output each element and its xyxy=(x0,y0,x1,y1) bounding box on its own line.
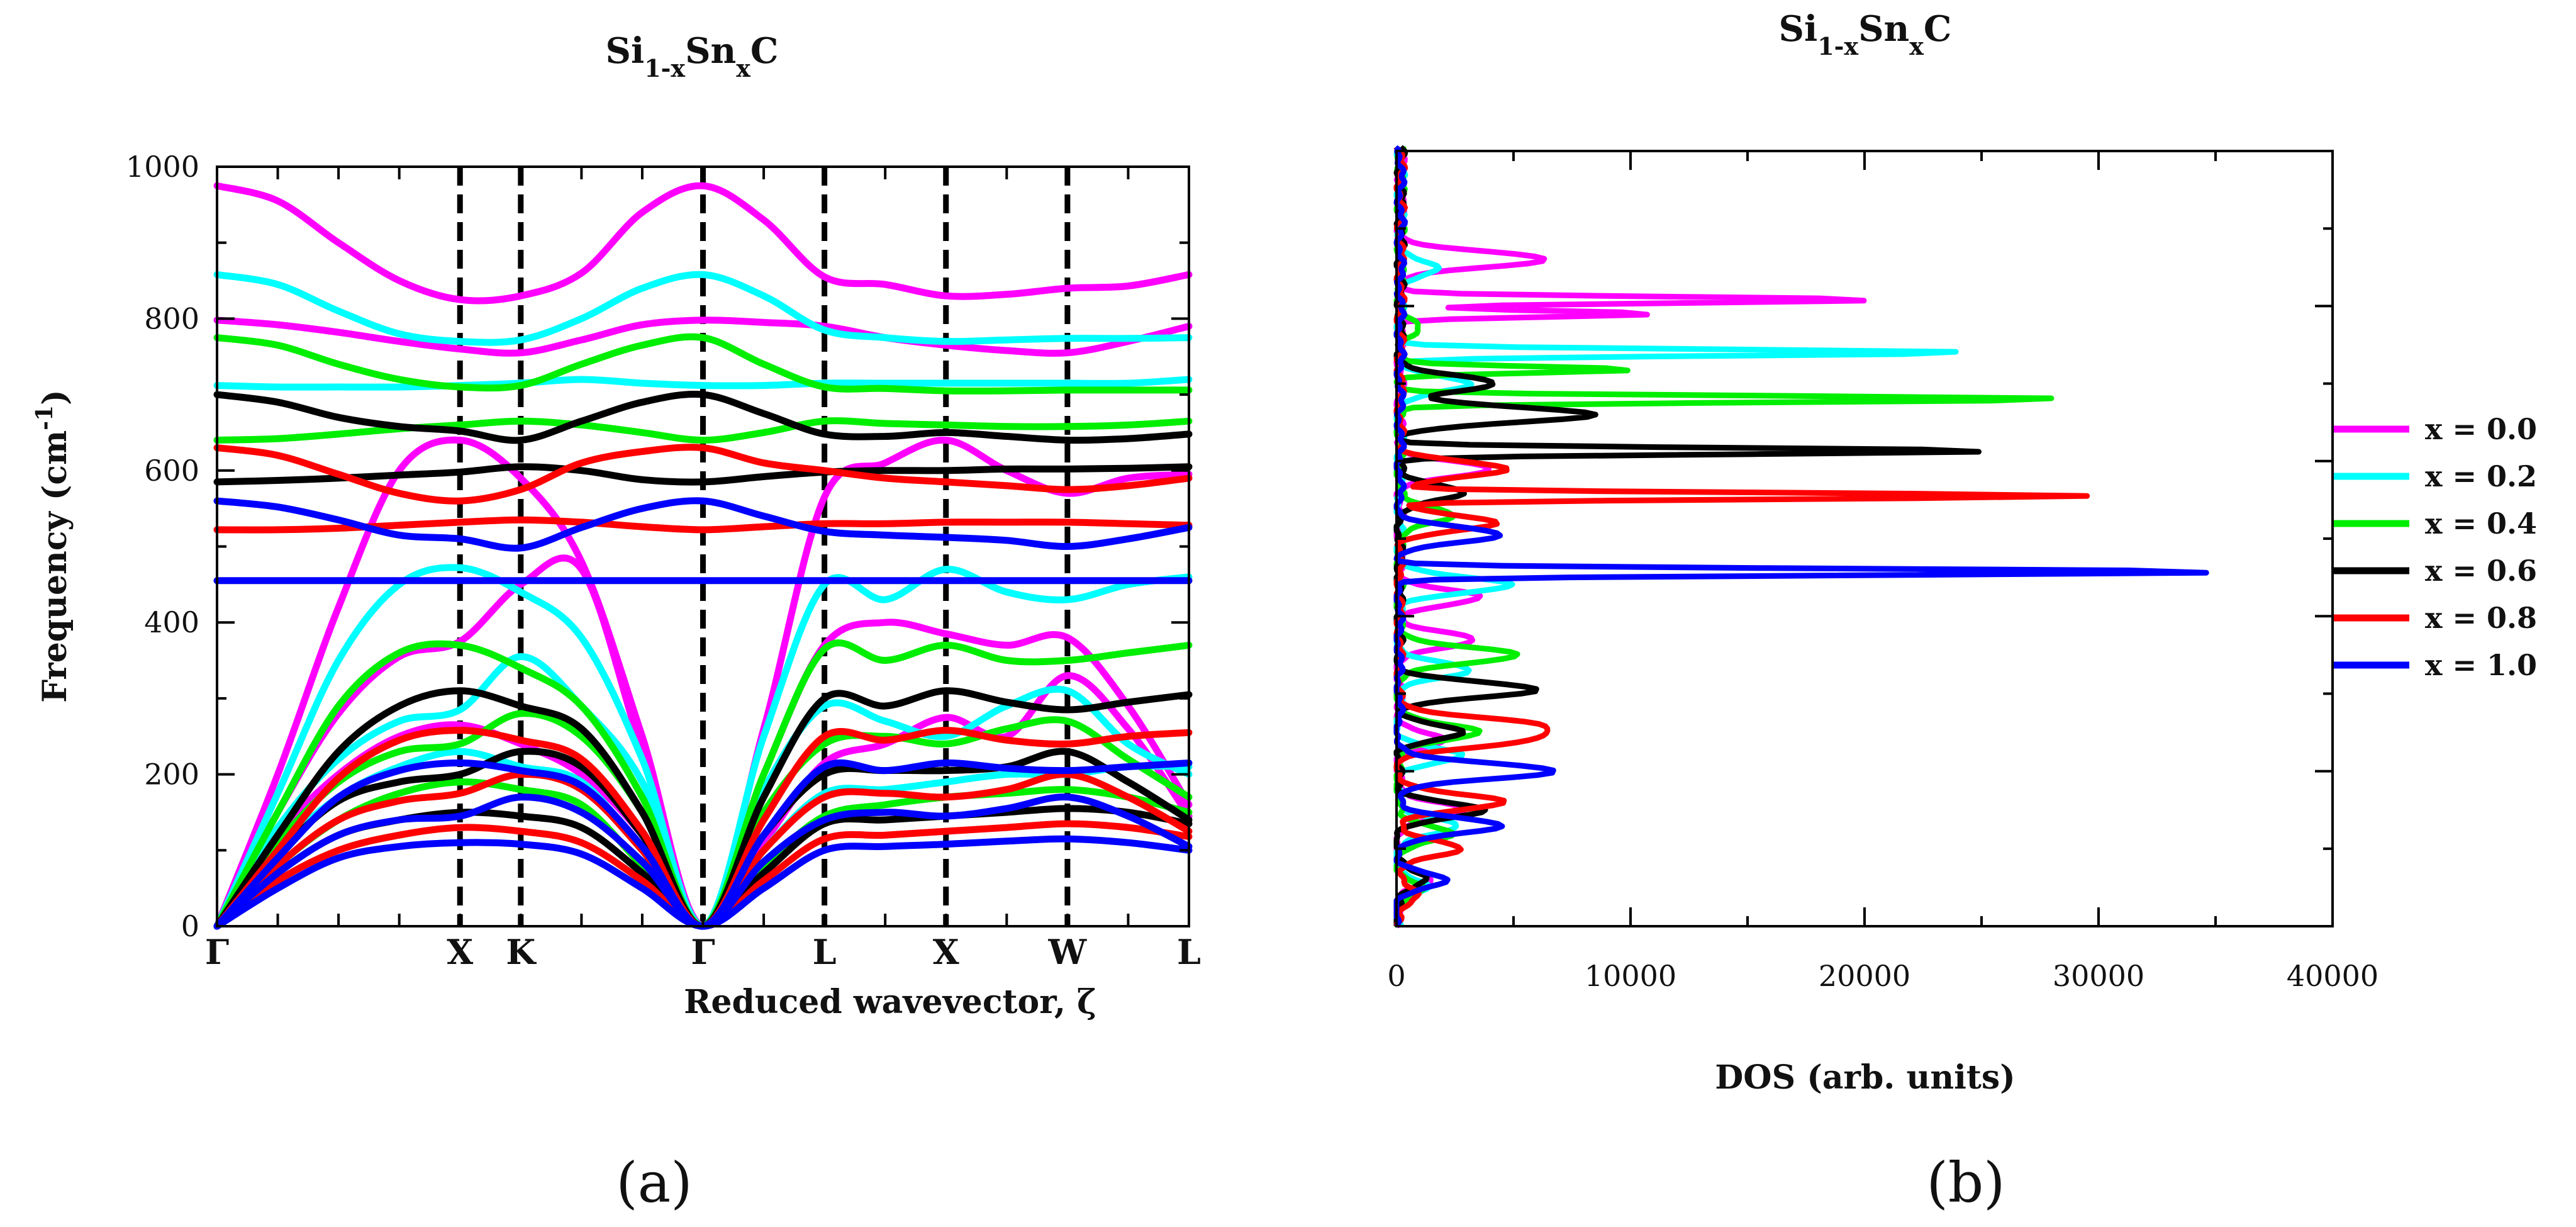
panel-b-label: (b) xyxy=(1927,1150,2005,1215)
dispersion-branch-x-0-8-1 xyxy=(213,516,1193,534)
dispersion-branch-x-0-6-1 xyxy=(213,463,1193,486)
kpoint-label-2: K xyxy=(506,932,537,972)
dos-curve-x-1-0 xyxy=(1393,145,2209,927)
dispersion-branch-x-0-8-0 xyxy=(213,444,1193,505)
kpoint-label-5: X xyxy=(933,932,959,972)
panel-a-y-ticks: 0 200 400 600 800 1000 xyxy=(126,150,1189,943)
dispersion-branch-x-0-4-0 xyxy=(213,333,1193,395)
panel-a-title: Si1-xSnxC xyxy=(606,30,779,82)
kpoint-label-3: Γ xyxy=(691,932,715,972)
y-tick-label: 800 xyxy=(144,301,199,335)
y-tick-label: 1000 xyxy=(126,150,199,184)
kpoint-label-4: L xyxy=(813,932,837,972)
panel-b-dos-curves xyxy=(1393,145,2209,929)
legend-label-x-0-6: x = 0.6 xyxy=(2425,554,2537,588)
panel-b-frame xyxy=(1395,150,2334,927)
y-tick-label: 400 xyxy=(144,605,199,639)
kpoint-label-7: L xyxy=(1177,932,1201,972)
panel-b: Si1-xSnxC 0 10000 20000 30000 40000 DOS (arb… xyxy=(1387,8,2537,1215)
legend-label-x-0-8: x = 0.8 xyxy=(2425,601,2537,635)
x-tick-label: 40000 xyxy=(2287,959,2378,993)
y-tick-label: 200 xyxy=(144,758,199,792)
panel-a-ylabel: Frequency (cm-1) xyxy=(31,389,74,702)
x-tick-label: 10000 xyxy=(1585,959,1676,993)
kpoint-label-0: Γ xyxy=(205,932,229,972)
dispersion-branch-x-1-0-0 xyxy=(213,497,1193,552)
dispersion-branch-x-0-4-1 xyxy=(213,417,1193,444)
dispersion-branch-x-0-6-0 xyxy=(213,391,1193,444)
dispersion-branch-x-0-0-0 xyxy=(213,182,1193,305)
dispersion-branch-x-1-0-4 xyxy=(213,835,1193,930)
legend-label-x-0-2: x = 0.2 xyxy=(2425,459,2537,493)
y-tick-label: 0 xyxy=(181,909,199,943)
panel-b-ticks: 0 10000 20000 30000 40000 xyxy=(1387,151,2378,993)
dispersion-branch-x-0-2-1 xyxy=(213,376,1193,391)
x-tick-label: 30000 xyxy=(2053,959,2144,993)
panel-b-xlabel: DOS (arb. units) xyxy=(1715,1058,2016,1097)
dispersion-branch-x-0-2-0 xyxy=(213,271,1193,346)
legend-label-x-1-0: x = 1.0 xyxy=(2425,648,2537,682)
kpoint-label-1: X xyxy=(447,932,473,972)
panel-a-label: (a) xyxy=(616,1150,692,1215)
x-tick-label: 20000 xyxy=(1819,959,1910,993)
panel-a-xlabel: Reduced wavevector, ζ xyxy=(684,983,1096,1021)
y-tick-label: 600 xyxy=(144,454,199,488)
dispersion-branch-x-0-0-1 xyxy=(213,317,1193,357)
kpoint-label-6: W xyxy=(1048,932,1088,972)
legend: x = 0.0 x = 0.2 x = 0.4 x = 0.6 x = 0.8 x = 1… xyxy=(2334,412,2537,682)
legend-label-x-0-4: x = 0.4 xyxy=(2425,507,2537,541)
panel-b-title: Si1-xSnxC xyxy=(1779,8,1952,60)
x-tick-label: 0 xyxy=(1387,959,1405,993)
legend-label-x-0-0: x = 0.0 xyxy=(2425,412,2537,446)
